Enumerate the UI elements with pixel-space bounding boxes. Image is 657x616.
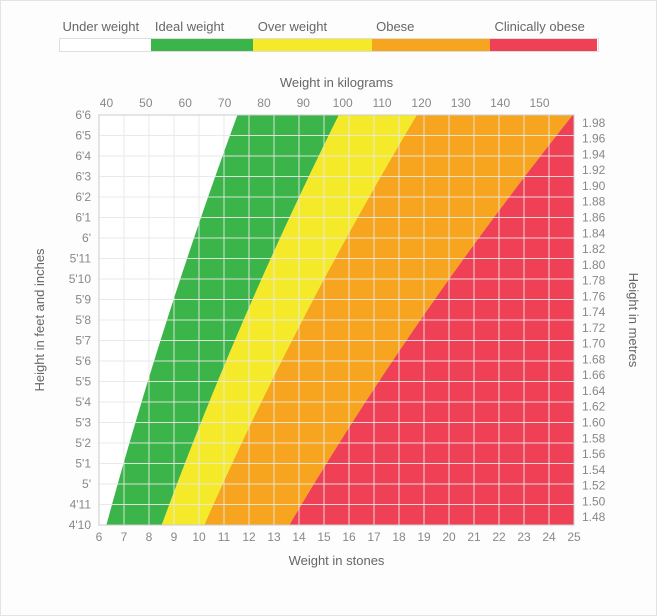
legend: Under weightIdeal weightOver weightObese… [59, 19, 599, 52]
x-axis-bottom-title: Weight in stones [288, 553, 384, 568]
ytick-feet: 6'1 [75, 211, 91, 225]
legend-swatch [151, 39, 253, 51]
xtick-stones: 14 [292, 530, 306, 544]
legend-labels-row: Under weightIdeal weightOver weightObese… [59, 19, 599, 34]
ytick-metres: 1.92 [582, 163, 606, 177]
x-axis-top-title: Weight in kilograms [279, 75, 393, 90]
ytick-metres: 1.74 [582, 305, 606, 319]
xtick-stones: 17 [367, 530, 381, 544]
legend-label: Over weight [254, 19, 372, 34]
bmi-chart-card: Under weightIdeal weightOver weightObese… [0, 0, 657, 616]
xtick-stones: 22 [492, 530, 506, 544]
ytick-feet: 4'11 [69, 498, 91, 512]
ytick-feet: 5'5 [75, 375, 91, 389]
bmi-chart-svg: 6 7 8 9 10 11 12 13 14 15 16 17 18 19 20 21 22 23 24 25 Weig… [9, 70, 649, 580]
ytick-feet: 5'8 [75, 313, 91, 327]
ytick-feet: 6'6 [75, 108, 91, 122]
legend-label: Obese [372, 19, 490, 34]
xtick-stones: 8 [145, 530, 152, 544]
xtick-stones: 21 [467, 530, 481, 544]
ytick-feet: 4'10 [68, 518, 91, 532]
y-axis-left-title: Height in feet and inches [32, 248, 47, 392]
legend-swatch [372, 39, 490, 51]
ytick-feet: 5'9 [75, 293, 91, 307]
ytick-metres: 1.94 [582, 147, 606, 161]
xtick-kg: 90 [296, 96, 310, 110]
xtick-stones: 7 [120, 530, 127, 544]
ytick-metres: 1.72 [582, 321, 606, 335]
bmi-chart: 6 7 8 9 10 11 12 13 14 15 16 17 18 19 20 21 22 23 24 25 Weig… [1, 70, 656, 590]
xtick-kg: 60 [178, 96, 192, 110]
legend-label: Clinically obese [491, 19, 599, 34]
ytick-feet: 6'5 [75, 129, 91, 143]
ytick-metres: 1.62 [582, 400, 606, 414]
xtick-kg: 130 [450, 96, 470, 110]
xtick-stones: 16 [342, 530, 356, 544]
ytick-feet: 6' [82, 231, 91, 245]
ytick-metres: 1.80 [582, 258, 606, 272]
xtick-stones: 24 [542, 530, 556, 544]
ytick-feet: 5'7 [75, 334, 91, 348]
ytick-metres: 1.86 [582, 211, 606, 225]
ytick-feet: 5' [82, 477, 91, 491]
xtick-stones: 25 [567, 530, 581, 544]
ytick-feet: 5'1 [75, 457, 91, 471]
ytick-metres: 1.52 [582, 479, 606, 493]
ytick-metres: 1.78 [582, 274, 606, 288]
ytick-metres: 1.76 [582, 289, 606, 303]
xtick-stones: 15 [317, 530, 331, 544]
ytick-feet: 5'3 [75, 416, 91, 430]
xtick-stones: 20 [442, 530, 456, 544]
legend-swatch [253, 39, 371, 51]
ytick-metres: 1.70 [582, 337, 606, 351]
ytick-metres: 1.88 [582, 195, 606, 209]
ytick-metres: 1.48 [582, 510, 606, 524]
ytick-feet: 5'6 [75, 354, 91, 368]
ytick-metres: 1.98 [582, 116, 606, 130]
xtick-kg: 100 [332, 96, 352, 110]
ytick-metres: 1.64 [582, 384, 606, 398]
xtick-stones: 19 [417, 530, 431, 544]
xtick-stones: 10 [192, 530, 206, 544]
ytick-metres: 1.96 [582, 132, 606, 146]
xtick-stones: 23 [517, 530, 531, 544]
xtick-kg: 50 [139, 96, 153, 110]
xtick-kg: 80 [257, 96, 271, 110]
xtick-stones: 11 [217, 530, 230, 544]
xtick-kg: 140 [490, 96, 510, 110]
xtick-stones: 13 [267, 530, 281, 544]
ytick-metres: 1.66 [582, 368, 606, 382]
ytick-feet: 6'3 [75, 170, 91, 184]
xtick-stones: 9 [170, 530, 177, 544]
ytick-feet: 6'4 [75, 149, 91, 163]
legend-swatches-row [59, 38, 599, 52]
xtick-kg: 40 [99, 96, 113, 110]
ytick-feet: 5'10 [68, 272, 91, 286]
ytick-feet: 5'11 [69, 252, 91, 266]
legend-swatch [490, 39, 598, 51]
ytick-feet: 5'4 [75, 395, 91, 409]
ytick-feet: 5'2 [75, 436, 91, 450]
ytick-metres: 1.90 [582, 179, 606, 193]
ytick-metres: 1.68 [582, 352, 606, 366]
xtick-kg: 150 [529, 96, 549, 110]
legend-swatch [60, 39, 151, 51]
xtick-kg: 110 [372, 96, 391, 110]
xtick-stones: 18 [392, 530, 406, 544]
xtick-stones: 6 [95, 530, 102, 544]
ytick-metres: 1.50 [582, 494, 606, 508]
ytick-metres: 1.60 [582, 416, 606, 430]
xtick-stones: 12 [242, 530, 256, 544]
ytick-metres: 1.82 [582, 242, 606, 256]
xtick-kg: 120 [411, 96, 431, 110]
y-axis-right-title: Height in metres [626, 273, 641, 368]
ytick-feet: 6'2 [75, 190, 91, 204]
ytick-metres: 1.84 [582, 226, 606, 240]
ytick-metres: 1.58 [582, 431, 606, 445]
legend-label: Ideal weight [151, 19, 254, 34]
ytick-metres: 1.56 [582, 447, 606, 461]
ytick-metres: 1.54 [582, 463, 606, 477]
legend-label: Under weight [59, 19, 151, 34]
xtick-kg: 70 [217, 96, 231, 110]
